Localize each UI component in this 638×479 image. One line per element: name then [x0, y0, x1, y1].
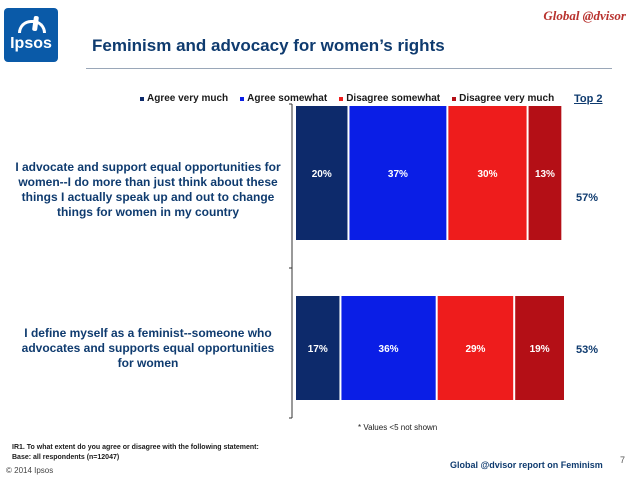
top2-value-feminist: 53% [576, 344, 599, 356]
top2-header: Top 2 [574, 93, 603, 105]
data-label-disagree-somewhat-row2: 29% [465, 344, 485, 355]
bar-disagree-very-much-row2 [515, 296, 564, 400]
question-text: IR1. To what extent do you agree or disa… [12, 444, 259, 451]
base-text: Base: all respondents (n=12047) [12, 454, 120, 461]
bar-disagree-somewhat-row2 [437, 296, 514, 400]
legend-item-agree-somewhat: Agree somewhat [240, 93, 327, 104]
statement-advocate: I advocate and support equal opportuniti… [15, 160, 281, 219]
legend-swatch-icon [452, 96, 457, 101]
data-label-disagree-somewhat-row1: 30% [477, 169, 497, 180]
data-label-agree-somewhat-row1: 37% [388, 169, 408, 180]
page-number: 7 [620, 455, 626, 465]
legend-label: Disagree very much [459, 93, 555, 104]
legend-item-disagree-very-much: Disagree very much [452, 93, 554, 104]
legend-label: Agree very much [147, 93, 229, 104]
page-title: Feminism and advocacy for women’s rights [92, 36, 445, 55]
title-divider [86, 68, 612, 69]
ipsos-logo: Ipsos [4, 8, 58, 62]
data-label-agree-very-much-row2: 17% [308, 344, 328, 355]
legend-label: Agree somewhat [247, 93, 328, 104]
legend-swatch-icon [140, 96, 144, 101]
data-label-agree-very-much-row1: 20% [312, 169, 332, 180]
chart-legend: Agree very much Agree somewhat Disagree … [140, 93, 554, 104]
legend-swatch-icon [240, 96, 245, 101]
footer-question: IR1. To what extent do you agree or disa… [12, 443, 259, 463]
bar-disagree-somewhat-row1 [448, 106, 527, 240]
data-label-disagree-very-much-row1: 13% [535, 169, 555, 180]
bar-agree-very-much-row1 [296, 106, 348, 240]
data-label-agree-somewhat-row2: 36% [379, 344, 399, 355]
statement-feminist: I define myself as a feminist--someone w… [21, 326, 275, 370]
legend-item-agree-very-much: Agree very much [140, 93, 228, 104]
legend-label: Disagree somewhat [346, 93, 441, 104]
bar-agree-somewhat-row2 [341, 296, 436, 400]
bar-agree-somewhat-row1 [349, 106, 447, 240]
brand-label: Global @dvisor [543, 8, 626, 23]
legend-item-disagree-somewhat: Disagree somewhat [339, 93, 440, 104]
copyright: © 2014 Ipsos [6, 466, 54, 475]
bar-disagree-very-much-row1 [528, 106, 562, 240]
top2-value-advocate: 57% [576, 192, 599, 204]
data-label-disagree-very-much-row2: 19% [530, 344, 550, 355]
legend-swatch-icon [339, 96, 344, 101]
logo-text: Ipsos [10, 35, 52, 52]
logo-ring-shape [18, 20, 46, 33]
footer-source: Global @dvisor report on Feminism [450, 460, 603, 470]
values-note: * Values <5 not shown [358, 423, 438, 432]
bar-agree-very-much-row2 [296, 296, 340, 400]
